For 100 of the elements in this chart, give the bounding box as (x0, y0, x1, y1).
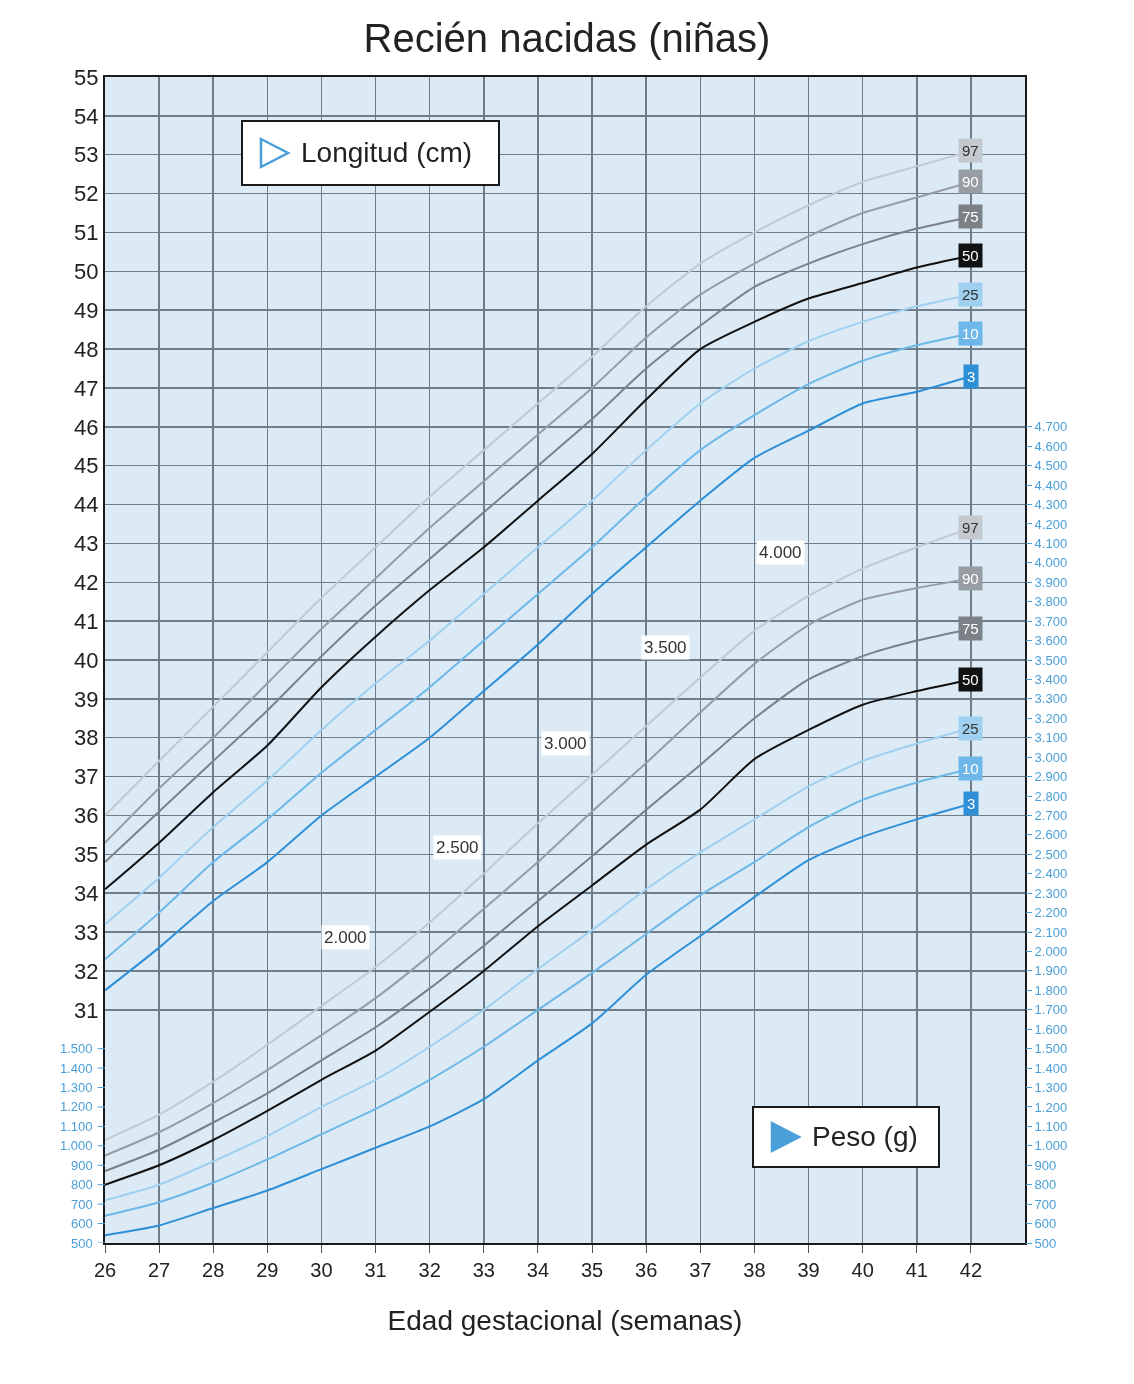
y3-tick-label: 900 (71, 1158, 93, 1173)
y2-tick-label: 3.100 (1034, 730, 1068, 746)
x-tick-label: 34 (526, 1259, 550, 1281)
y-tick-label: 47 (74, 375, 99, 401)
y2-tick-label: 3.800 (1034, 594, 1068, 610)
y2-tick-label: 1.800 (1034, 982, 1068, 998)
y2-tick-label: 3.400 (1034, 671, 1068, 687)
x-tick-label: 27 (147, 1259, 171, 1281)
y2-tick-label: 4.200 (1034, 516, 1068, 532)
y-tick-label: 54 (74, 103, 99, 129)
y2-tick-label: 4.100 (1034, 535, 1068, 551)
y2-tick-label: 4.700 (1034, 419, 1068, 435)
series-label: 50 (962, 671, 979, 688)
x-tick-label: 40 (851, 1259, 874, 1281)
y2-tick-label: 4.300 (1034, 497, 1068, 513)
y2-tick-label: 2.600 (1034, 827, 1068, 843)
y-tick-label: 51 (74, 220, 99, 246)
y2-tick-label: 4.600 (1034, 438, 1068, 454)
y-tick-label: 39 (74, 686, 99, 712)
y-tick-label: 55 (74, 64, 99, 90)
series-label: 97 (962, 519, 979, 536)
series-label: 75 (962, 620, 979, 637)
y2-tick-label: 900 (1034, 1157, 1057, 1173)
x-tick-label: 31 (364, 1259, 387, 1281)
y2-tick-label: 500 (1034, 1235, 1057, 1251)
y-tick-label: 45 (74, 453, 99, 479)
y3-tick-label: 1.300 (60, 1080, 93, 1095)
series-label: 90 (962, 173, 979, 190)
y3-tick-label: 800 (71, 1177, 93, 1192)
series-label: 75 (962, 208, 979, 225)
annotation: 4.000 (759, 543, 802, 562)
y-tick-label: 36 (74, 803, 99, 829)
y2-tick-label: 1.200 (1034, 1099, 1068, 1115)
y-tick-label: 35 (74, 842, 99, 868)
annotation: Longitud (cm) (301, 137, 473, 169)
chart-title: Recién nacidas (niñas) (363, 16, 771, 60)
y2-tick-label: 800 (1034, 1177, 1057, 1193)
y-tick-label: 43 (74, 531, 99, 557)
y2-tick-label: 3.000 (1034, 749, 1068, 765)
y-tick-label: 32 (74, 958, 99, 984)
x-tick-label: 35 (580, 1259, 604, 1281)
x-tick-label: 41 (905, 1259, 928, 1281)
series-label: 10 (962, 760, 979, 777)
y3-tick-label: 1.100 (60, 1119, 93, 1134)
y3-tick-label: 500 (71, 1236, 93, 1251)
y3-tick-label: 1.200 (60, 1099, 93, 1114)
y2-tick-label: 2.800 (1034, 788, 1068, 804)
x-tick-label: 30 (310, 1259, 333, 1281)
y2-tick-label: 1.100 (1034, 1118, 1068, 1134)
y2-tick-label: 3.700 (1034, 613, 1068, 629)
y-tick-label: 46 (74, 414, 99, 440)
y-tick-label: 48 (74, 336, 99, 362)
y2-tick-label: 1.700 (1034, 1002, 1068, 1018)
series-label: 25 (962, 720, 979, 737)
x-tick-label: 39 (797, 1259, 820, 1281)
y2-tick-label: 4.000 (1034, 555, 1068, 571)
y2-tick-label: 700 (1034, 1196, 1057, 1212)
y2-tick-label: 2.700 (1034, 808, 1068, 824)
y2-tick-label: 2.400 (1034, 866, 1068, 882)
x-axis-title: Edad gestacional (semanas) (387, 1304, 743, 1336)
y2-tick-label: 1.400 (1034, 1060, 1068, 1076)
y2-tick-label: 1.300 (1034, 1080, 1068, 1096)
series-label: 25 (962, 286, 979, 303)
series-label: 90 (962, 570, 979, 587)
y-tick-label: 34 (74, 880, 99, 906)
y2-tick-label: 4.400 (1034, 477, 1068, 493)
y2-tick-label: 2.100 (1034, 924, 1068, 940)
y-tick-label: 33 (74, 919, 99, 945)
x-tick-label: 28 (202, 1259, 225, 1281)
series-label: 10 (962, 325, 979, 342)
y2-tick-label: 3.900 (1034, 574, 1068, 590)
series-label: 50 (962, 247, 979, 264)
y-tick-label: 49 (74, 297, 99, 323)
y3-tick-label: 1.000 (60, 1138, 93, 1153)
y2-tick-label: 600 (1034, 1216, 1057, 1232)
y-tick-label: 44 (74, 492, 99, 518)
annotation: Peso (g) (812, 1121, 918, 1153)
y-tick-label: 41 (74, 608, 99, 634)
y2-tick-label: 3.300 (1034, 691, 1068, 707)
x-tick-label: 37 (689, 1259, 712, 1281)
y2-tick-label: 2.000 (1034, 944, 1068, 960)
y-tick-label: 40 (74, 647, 99, 673)
annotation: 2.000 (324, 928, 367, 947)
y2-tick-label: 4.500 (1034, 458, 1068, 474)
y2-tick-label: 1.900 (1034, 963, 1068, 979)
y2-tick-label: 2.200 (1034, 905, 1068, 921)
y2-tick-label: 1.000 (1034, 1138, 1068, 1154)
y3-tick-label: 1.400 (60, 1061, 93, 1076)
y2-tick-label: 1.500 (1034, 1041, 1068, 1057)
series-label: 97 (962, 142, 979, 159)
y3-tick-label: 600 (71, 1216, 93, 1231)
x-tick-label: 32 (418, 1259, 441, 1281)
y-tick-label: 31 (74, 997, 99, 1023)
y2-tick-label: 3.600 (1034, 633, 1068, 649)
annotation: 2.500 (436, 838, 479, 857)
y-tick-label: 37 (74, 764, 99, 790)
y2-tick-label: 1.600 (1034, 1021, 1068, 1037)
y2-tick-label: 3.200 (1034, 710, 1068, 726)
y-tick-label: 38 (74, 725, 99, 751)
x-tick-label: 38 (743, 1259, 766, 1281)
